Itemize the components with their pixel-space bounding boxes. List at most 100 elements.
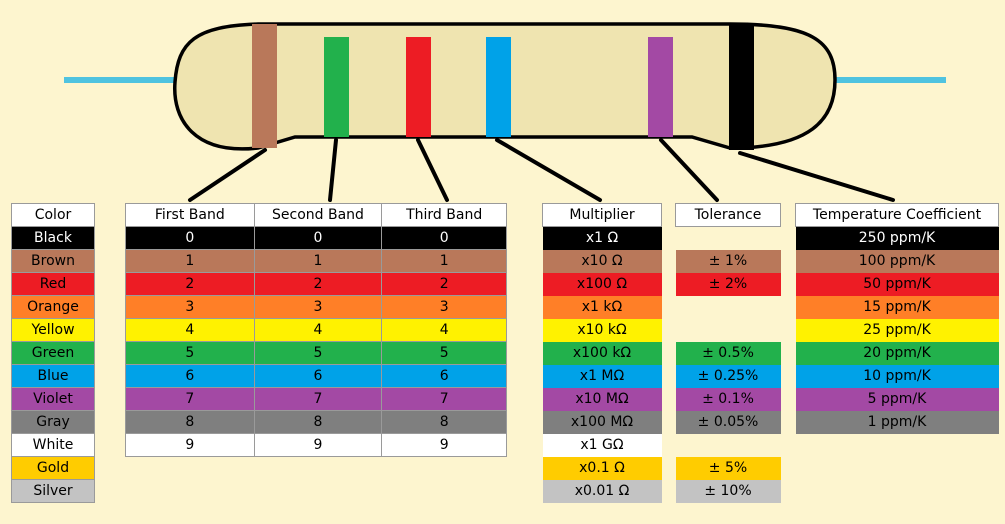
table-row: Red [11,272,95,296]
multiplier-cell: x10 kΩ [542,318,662,342]
digit-cell: 1 [253,249,383,273]
digit-cell: 1 [381,249,507,273]
table-row: x100 MΩ [542,410,662,434]
resistor-band-2 [324,37,349,137]
table-row: 10 ppm/K [795,364,999,388]
table-row: 250 ppm/K [795,226,999,250]
table-row: 1 ppm/K [795,410,999,434]
digit-cell: 3 [125,295,255,319]
table-row [675,433,781,457]
table-row: ± 1% [675,249,781,273]
digit-cell: 6 [125,364,255,388]
tolerance-cell [675,295,781,319]
color-name-cell: Gold [11,456,95,480]
multiplier-header: Multiplier [542,203,662,227]
table-row: ± 0.5% [675,341,781,365]
table-row: 50 ppm/K [795,272,999,296]
table-row: x1 Ω [542,226,662,250]
digit-cell: 0 [125,226,255,250]
color-header: Color [11,203,95,227]
tolerance-cell [675,226,781,250]
pointer-third-band [416,138,449,202]
color-name-cell: Blue [11,364,95,388]
tolerance-cell: ± 2% [675,272,781,296]
table-row: x1 kΩ [542,295,662,319]
temperature-coefficient-cell: 1 ppm/K [795,410,999,434]
color-name-cell: Brown [11,249,95,273]
digit-cell: 3 [381,295,507,319]
table-row: x10 MΩ [542,387,662,411]
color-table: Color Black Brown Red Orange Yellow Green Blue… [11,203,95,503]
temperature-coefficient-cell: 15 ppm/K [795,295,999,319]
color-name-cell: Silver [11,479,95,503]
tolerance-cell: ± 10% [675,479,781,503]
table-row: Gray [11,410,95,434]
resistor-band-6 [729,24,754,150]
digit-cell: 8 [253,410,383,434]
multiplier-cell: x0.01 Ω [542,479,662,503]
third-band-header: Third Band [381,203,507,227]
color-name-cell: Black [11,226,95,250]
temperature-coefficient-cell: 100 ppm/K [795,249,999,273]
table-row: Yellow [11,318,95,342]
multiplier-cell: x0.1 Ω [542,456,662,480]
tolerance-table: Tolerance ± 1% ± 2% ± 0.5% ± 0.25% ± 0.1% ± 0… [675,203,781,503]
table-row: ± 10% [675,479,781,503]
table-row: Violet [11,387,95,411]
color-name-cell: Violet [11,387,95,411]
color-name-cell: Yellow [11,318,95,342]
temperature-coefficient-cell: 250 ppm/K [795,226,999,250]
table-row: Black [11,226,95,250]
digit-cell: 7 [125,387,255,411]
table-row: White [11,433,95,457]
color-name-cell: White [11,433,95,457]
digit-cell: 8 [125,410,255,434]
table-row: Orange [11,295,95,319]
multiplier-cell: x10 MΩ [542,387,662,411]
resistor-band-3 [406,37,431,137]
digit-cell: 2 [381,272,507,296]
digit-cell: 2 [253,272,383,296]
temperature-coefficient-cell: 50 ppm/K [795,272,999,296]
pointer-first-band [188,148,267,202]
multiplier-cell: x1 MΩ [542,364,662,388]
table-row: x100 Ω [542,272,662,296]
multiplier-cell: x100 MΩ [542,410,662,434]
tolerance-cell: ± 0.1% [675,387,781,411]
digit-cell: 4 [381,318,507,342]
color-name-cell: Orange [11,295,95,319]
digit-cell: 8 [381,410,507,434]
multiplier-cell: x100 Ω [542,272,662,296]
tolerance-cell: ± 5% [675,456,781,480]
table-row [675,226,781,250]
tolerance-cell [675,318,781,342]
resistor-lead-right [822,77,946,83]
multiplier-cell: x1 GΩ [542,433,662,457]
digit-cell: 1 [125,249,255,273]
digit-cell: 9 [253,433,383,457]
table-row: 25 ppm/K [795,318,999,342]
temperature-table: Temperature Coefficient 250 ppm/K 100 ppm… [795,203,999,434]
temperature-coefficient-cell: 5 ppm/K [795,387,999,411]
multiplier-cell: x100 kΩ [542,341,662,365]
digit-cell: 7 [381,387,507,411]
table-row: x1 MΩ [542,364,662,388]
table-row: Brown [11,249,95,273]
digit-cell: 6 [381,364,507,388]
digit-cell: 9 [125,433,255,457]
digit-cell: 3 [253,295,383,319]
table-row: 15 ppm/K [795,295,999,319]
pointer-multiplier [495,138,602,202]
digit-cell: 2 [125,272,255,296]
digit-cell: 7 [253,387,383,411]
temperature-coefficient-cell: 20 ppm/K [795,341,999,365]
